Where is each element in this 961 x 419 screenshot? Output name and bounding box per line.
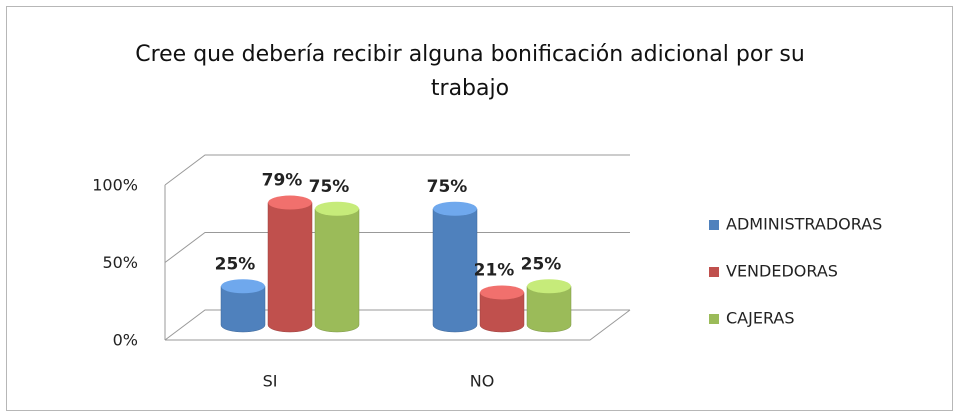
- value-label: 25%: [521, 254, 562, 274]
- bar: [314, 208, 360, 333]
- bar: [526, 286, 572, 333]
- bar: [220, 286, 266, 333]
- value-label: 25%: [215, 254, 256, 274]
- bar: [479, 292, 525, 333]
- bar-top: [527, 279, 571, 294]
- y-tick-label: 100%: [92, 176, 138, 195]
- legend-label: VENDEDORAS: [726, 262, 838, 281]
- bar-top: [268, 195, 312, 210]
- value-label: 79%: [262, 171, 303, 191]
- value-label: 75%: [427, 177, 468, 197]
- bar-top: [315, 201, 359, 216]
- x-tick-label: SI: [263, 372, 278, 391]
- y-tick-label: 0%: [113, 331, 138, 350]
- grid-line: [164, 232, 630, 263]
- legend-label: CAJERAS: [726, 309, 795, 328]
- floor-edge: [165, 309, 631, 341]
- bar: [432, 208, 478, 333]
- bar-top: [433, 201, 477, 216]
- grid-line: [164, 154, 630, 186]
- legend-label: ADMINISTRADORAS: [726, 215, 882, 234]
- bar: [267, 202, 313, 333]
- value-label: 21%: [474, 260, 515, 280]
- value-label: 75%: [309, 177, 350, 197]
- y-tick-label: 50%: [102, 253, 138, 272]
- chart-title: Cree que debería recibir alguna bonifica…: [135, 42, 805, 101]
- bar-top: [221, 279, 265, 294]
- legend-swatch: [709, 220, 719, 230]
- bar-top: [480, 285, 524, 300]
- legend-swatch: [709, 267, 719, 277]
- legend-swatch: [709, 314, 719, 324]
- x-tick-label: NO: [470, 372, 495, 391]
- chart-frame: [6, 6, 953, 411]
